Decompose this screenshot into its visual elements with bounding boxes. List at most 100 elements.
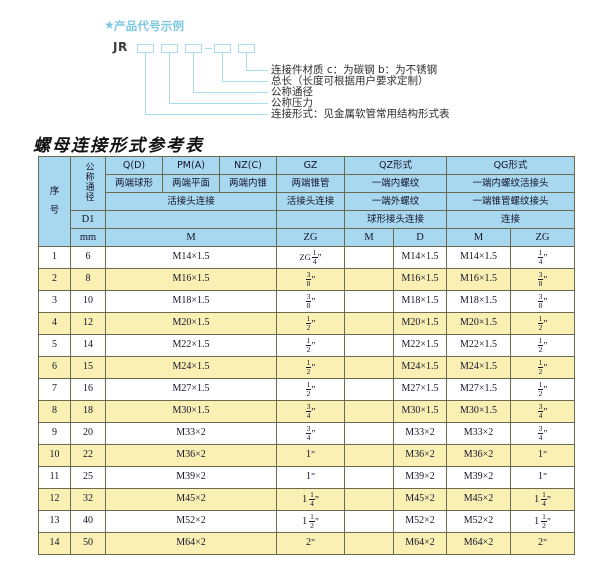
leader-line-pressure-horizontal	[169, 103, 268, 104]
cell-qpmnz-m: M14×1.5	[105, 246, 277, 269]
cell-qz-m	[344, 466, 394, 489]
cell-seq: 6	[38, 356, 71, 379]
cell-qg-m: M20×1.5	[446, 312, 511, 335]
table-row: 10 22 M36×2 1” M36×2 M36×2 1”	[38, 444, 575, 467]
cell-qz-d: M27×1.5	[393, 378, 447, 401]
table-row: 7 16 M27×1.5 1 2” M27×1.5 M27×1.5 1 2”	[38, 378, 575, 401]
cell-seq: 14	[38, 532, 71, 555]
header-sub-qz-m: M	[344, 228, 394, 247]
leader-line-connection-horizontal	[145, 114, 268, 115]
leader-line-material-horizontal	[246, 70, 268, 71]
cell-qz-m	[344, 246, 394, 269]
cell-gz-zg: 1 1 2”	[276, 510, 345, 533]
cell-nominal-bore: 6	[70, 246, 106, 269]
cell-qg-m: M64×2	[446, 532, 511, 555]
cell-qg-zg: 1”	[510, 444, 575, 467]
header-row-desc1: 两端球形 两端平面 两端内锥 两端锥管 一端内螺纹 一端内螺纹活接头	[39, 174, 575, 193]
cell-qz-m	[344, 422, 394, 445]
cell-qz-d: M30×1.5	[393, 400, 447, 423]
table-row: 11 25 M39×2 1” M39×2 M39×2 1”	[38, 466, 575, 489]
cell-gz-zg: 3 8”	[276, 268, 345, 291]
header-row4-qz: 球形接头连接	[344, 210, 447, 229]
cell-seq: 5	[38, 334, 71, 357]
cell-seq: 11	[38, 466, 71, 489]
table-row: 6 15 M24×1.5 1 2” M24×1.5 M24×1.5 1 2”	[38, 356, 575, 379]
header-group-code-5: QG形式	[446, 156, 575, 175]
header-group-code-4: QZ形式	[344, 156, 447, 175]
cell-qg-m: M24×1.5	[446, 356, 511, 379]
header-group-desc-4: 一端内螺纹	[344, 174, 447, 193]
header-sub-gz-zg: ZG	[276, 228, 345, 247]
cell-nominal-bore: 12	[70, 312, 106, 335]
header-row4-gz-blank	[276, 210, 345, 229]
cell-qg-m: M45×2	[446, 488, 511, 511]
header-sub-qg-m: M	[446, 228, 511, 247]
header-row4-qg: 连接	[446, 210, 575, 229]
cell-seq: 1	[38, 246, 71, 269]
code-box-4	[214, 44, 231, 53]
cell-qpmnz-m: M24×1.5	[105, 356, 277, 379]
cell-qg-m: M39×2	[446, 466, 511, 489]
note-connection-type: 连接形式：见金属软管常用结构形式表	[271, 108, 450, 120]
cell-gz-zg: 1”	[276, 444, 345, 467]
note-nominal-bore: 公称通径	[271, 86, 313, 98]
cell-qz-m	[344, 510, 394, 533]
cell-nominal-bore: 25	[70, 466, 106, 489]
cell-qz-m	[344, 334, 394, 357]
cell-qpmnz-m: M30×1.5	[105, 400, 277, 423]
leader-line-bore-vertical	[193, 53, 194, 92]
table-row: 2 8 M16×1.5 3 8” M16×1.5 M16×1.5 3 8”	[38, 268, 575, 291]
cell-nominal-bore: 18	[70, 400, 106, 423]
cell-qz-d: M16×1.5	[393, 268, 447, 291]
table-row: 14 50 M64×2 2” M64×2 M64×2 2”	[38, 532, 575, 555]
table-row: 4 12 M20×1.5 1 2” M20×1.5 M20×1.5 1 2”	[38, 312, 575, 335]
header-group-code-3: GZ	[276, 156, 345, 175]
cell-qg-m: M33×2	[446, 422, 511, 445]
cell-gz-zg: 1 1 4”	[276, 488, 345, 511]
cell-seq: 7	[38, 378, 71, 401]
cell-qz-d: M45×2	[393, 488, 447, 511]
cell-nominal-bore: 8	[70, 268, 106, 291]
cell-qpmnz-m: M33×2	[105, 422, 277, 445]
product-code-legend-title: 产品代号示例	[114, 19, 185, 33]
cell-qg-zg: 3 8”	[510, 268, 575, 291]
cell-qpmnz-m: M64×2	[105, 532, 277, 555]
leader-line-length-horizontal	[222, 81, 268, 82]
cell-gz-zg: 1 2”	[276, 356, 345, 379]
star-icon: ★	[104, 18, 115, 32]
header-group-desc-3: 两端锥管	[276, 174, 345, 193]
header-row4-qpmnz-blank	[105, 210, 277, 229]
cell-qz-m	[344, 378, 394, 401]
code-dash	[205, 48, 212, 49]
cell-qz-d: M33×2	[393, 422, 447, 445]
cell-qz-d: M52×2	[393, 510, 447, 533]
header-d1: D1	[70, 210, 106, 229]
table-row: 13 40 M52×2 1 1 2” M52×2 M52×2 1 1 2”	[38, 510, 575, 533]
cell-seq: 2	[38, 268, 71, 291]
nut-connection-spec-table: 序 号 公称通径 Q(D) PM(A) NZ(C) GZ QZ形式 QG形式 两…	[38, 156, 575, 555]
page-title: 螺母连接形式参考表	[33, 136, 204, 156]
header-row3-gz: 活接头连接	[276, 192, 345, 211]
cell-nominal-bore: 15	[70, 356, 106, 379]
cell-qg-zg: 1 2”	[510, 334, 575, 357]
cell-qpmnz-m: M36×2	[105, 444, 277, 467]
note-nominal-pressure: 公称压力	[271, 97, 313, 109]
header-row3-qg: 一端锥管螺纹接头	[446, 192, 575, 211]
cell-qg-zg: 1”	[510, 466, 575, 489]
cell-qg-m: M27×1.5	[446, 378, 511, 401]
cell-qz-m	[344, 268, 394, 291]
cell-nominal-bore: 10	[70, 290, 106, 313]
header-row3-qpmnz: 活接头连接	[105, 192, 277, 211]
leader-line-pressure-vertical	[169, 53, 170, 103]
cell-qg-zg: 1 1 2”	[510, 510, 575, 533]
cell-gz-zg: 1 2”	[276, 378, 345, 401]
table-row: 1 6 M14×1.5 ZG 1 4” M14×1.5 M14×1.5 1 4”	[38, 246, 575, 269]
cell-qz-d: M20×1.5	[393, 312, 447, 335]
cell-seq: 8	[38, 400, 71, 423]
cell-gz-zg: 3 4”	[276, 422, 345, 445]
cell-qg-m: M16×1.5	[446, 268, 511, 291]
cell-nominal-bore: 50	[70, 532, 106, 555]
cell-qg-m: M30×1.5	[446, 400, 511, 423]
header-seq-line1: 序	[49, 186, 60, 198]
cell-qpmnz-m: M22×1.5	[105, 334, 277, 357]
